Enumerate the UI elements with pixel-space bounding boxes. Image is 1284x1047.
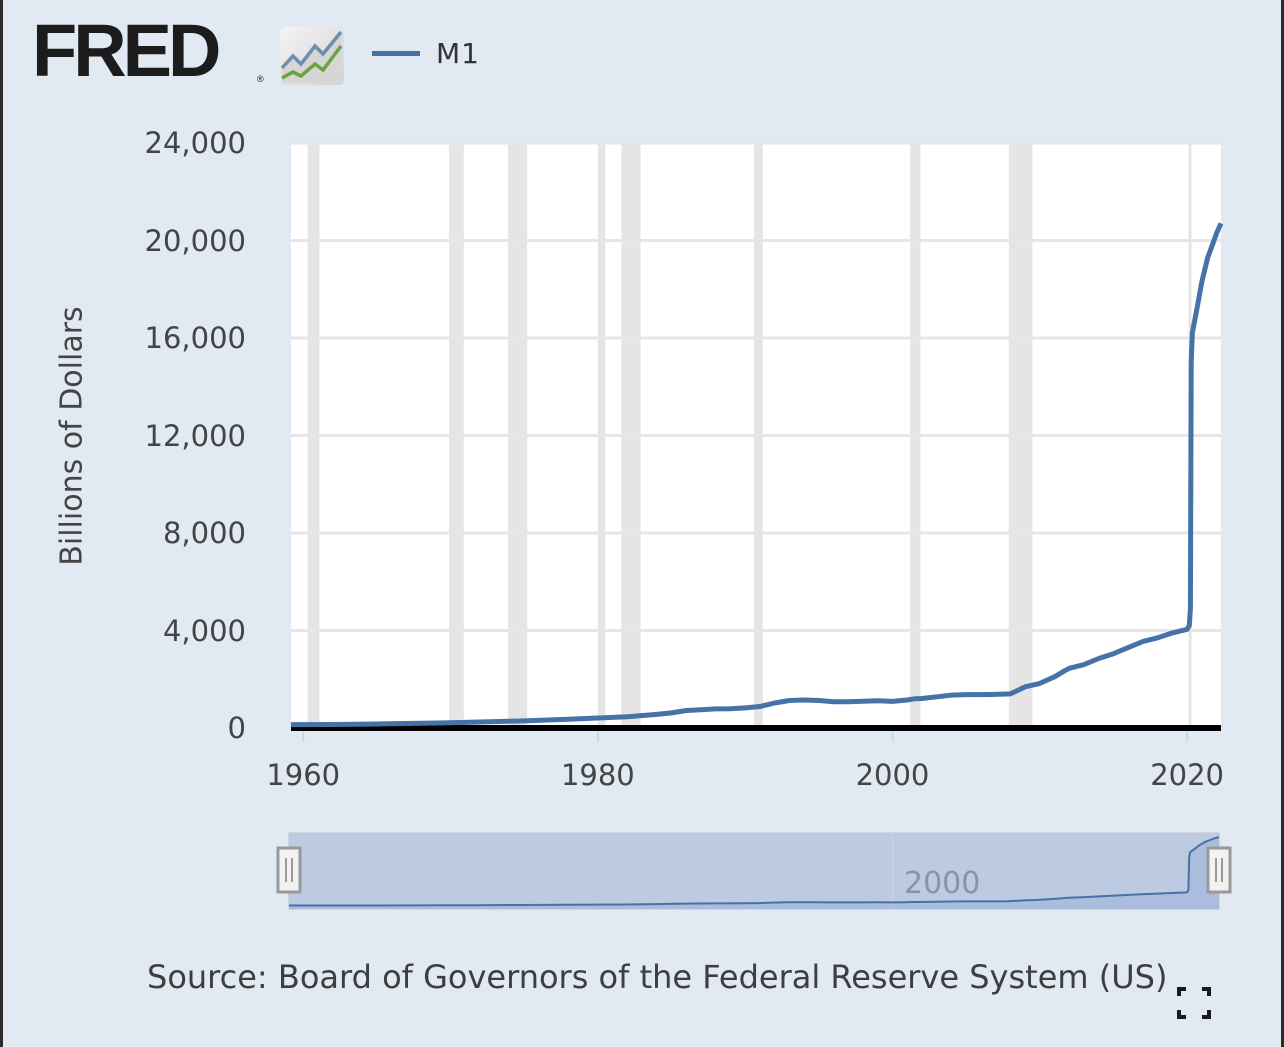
x-tick-label: 1980 (560, 758, 635, 792)
navigator-right-handle[interactable] (1206, 846, 1232, 894)
y-tick-label: 24,000 (144, 126, 246, 160)
x-tick-label: 1960 (266, 758, 341, 792)
y-tick-label: 8,000 (162, 516, 246, 550)
fullscreen-icon[interactable] (1175, 985, 1213, 1021)
navigator-series-area (289, 837, 1219, 909)
y-tick-label: 12,000 (144, 418, 246, 453)
y-tick-label: 4,000 (162, 613, 246, 648)
right-window-border (1281, 0, 1284, 1047)
navigator-left-handle[interactable] (276, 846, 302, 894)
x-tick-label: 2020 (1150, 758, 1225, 792)
navigator-series-line (289, 836, 1220, 907)
source-text: Source: Board of Governors of the Federa… (147, 958, 1168, 996)
fred-logo[interactable]: FRED (32, 9, 221, 92)
fred-chart-icon (280, 27, 344, 85)
legend-m1-swatch[interactable] (372, 51, 420, 56)
navigator-tick-label: 2000 (904, 866, 981, 901)
y-tick-label: 16,000 (144, 321, 246, 355)
registered-mark: ® (257, 74, 264, 84)
y-tick-label: 0 (227, 711, 246, 745)
navigator-selected-range[interactable] (289, 833, 1219, 909)
series-m1-line (290, 222, 1224, 728)
legend-m1-label[interactable]: M1 (436, 37, 480, 70)
left-window-border (0, 0, 3, 1047)
y-tick-label: 20,000 (144, 223, 246, 258)
x-tick-label: 2000 (855, 758, 930, 792)
